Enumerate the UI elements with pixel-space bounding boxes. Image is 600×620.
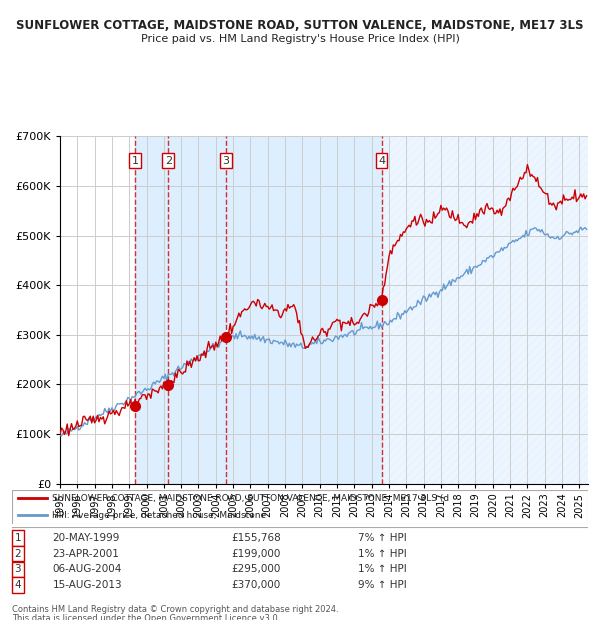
Text: 1% ↑ HPI: 1% ↑ HPI [358, 549, 406, 559]
Text: 2: 2 [164, 156, 172, 166]
Text: 7% ↑ HPI: 7% ↑ HPI [358, 533, 406, 543]
Text: This data is licensed under the Open Government Licence v3.0.: This data is licensed under the Open Gov… [12, 614, 280, 620]
Text: 1: 1 [14, 533, 21, 543]
Text: 4: 4 [14, 580, 21, 590]
Text: £199,000: £199,000 [231, 549, 280, 559]
Text: 3: 3 [14, 564, 21, 574]
Bar [135, 136, 382, 484]
Text: 9% ↑ HPI: 9% ↑ HPI [358, 580, 406, 590]
Text: HPI: Average price, detached house, Maidstone: HPI: Average price, detached house, Maid… [52, 511, 266, 520]
Text: SUNFLOWER COTTAGE, MAIDSTONE ROAD, SUTTON VALENCE, MAIDSTONE, ME17 3LS (d: SUNFLOWER COTTAGE, MAIDSTONE ROAD, SUTTO… [52, 494, 449, 503]
Text: 1% ↑ HPI: 1% ↑ HPI [358, 564, 406, 574]
Text: SUNFLOWER COTTAGE, MAIDSTONE ROAD, SUTTON VALENCE, MAIDSTONE, ME17 3LS: SUNFLOWER COTTAGE, MAIDSTONE ROAD, SUTTO… [16, 19, 584, 32]
Text: 3: 3 [223, 156, 229, 166]
Text: 4: 4 [378, 156, 385, 166]
Text: 15-AUG-2013: 15-AUG-2013 [52, 580, 122, 590]
Bar [382, 136, 588, 484]
Text: 2: 2 [14, 549, 21, 559]
Text: £295,000: £295,000 [231, 564, 280, 574]
Text: Price paid vs. HM Land Registry's House Price Index (HPI): Price paid vs. HM Land Registry's House … [140, 34, 460, 44]
Text: 06-AUG-2004: 06-AUG-2004 [52, 564, 122, 574]
Text: 1: 1 [131, 156, 139, 166]
Text: £370,000: £370,000 [231, 580, 280, 590]
Text: 23-APR-2001: 23-APR-2001 [52, 549, 119, 559]
Text: 20-MAY-1999: 20-MAY-1999 [52, 533, 119, 543]
Text: Contains HM Land Registry data © Crown copyright and database right 2024.: Contains HM Land Registry data © Crown c… [12, 604, 338, 614]
Text: £155,768: £155,768 [231, 533, 281, 543]
